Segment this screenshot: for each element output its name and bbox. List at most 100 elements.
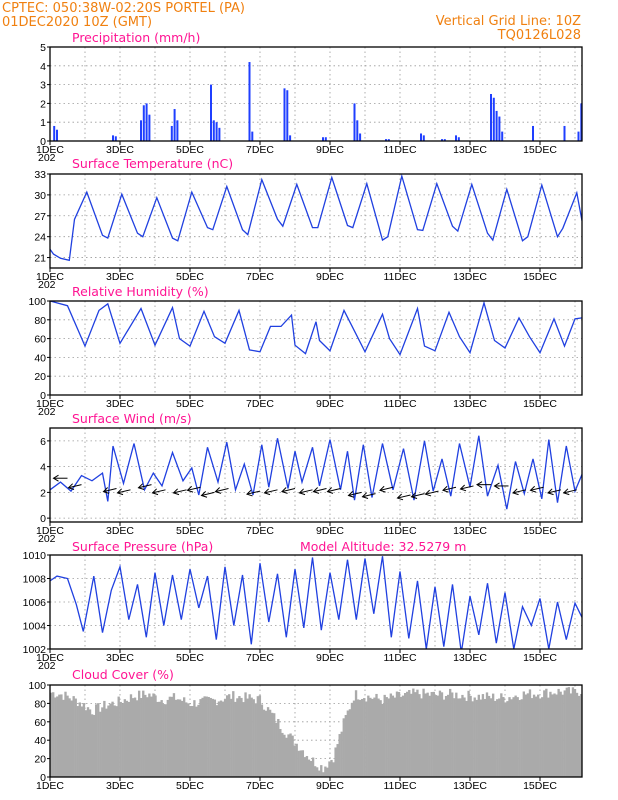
cloud-bar (549, 691, 552, 777)
cloud-bar (135, 700, 139, 777)
wind-arrow (512, 488, 527, 496)
cloud-bar (162, 704, 165, 777)
cloud-bar (467, 690, 470, 777)
x-tick-label: 9DEC (316, 144, 344, 156)
cloud-bar (518, 700, 521, 777)
cloud-bar (369, 697, 372, 777)
cloud-bar (252, 699, 255, 777)
cloud-bar (178, 699, 182, 777)
cloud-bar (424, 693, 427, 777)
cloud-bar (318, 770, 321, 777)
cloud-bar (125, 700, 129, 777)
precip-bar (114, 136, 117, 141)
wind-arrow (347, 491, 362, 498)
y-tick-label: 100 (28, 680, 46, 692)
cloud-bar (346, 710, 350, 777)
clipped-year-label: 202 (38, 406, 56, 418)
cloud-bar (103, 700, 106, 777)
precip-bar (142, 105, 145, 141)
y-tick-label: 0 (40, 772, 46, 784)
x-tick-label: 1DEC (36, 271, 64, 283)
cloud-bar (569, 693, 573, 777)
precip-bar (289, 135, 292, 141)
cloud-bar (209, 697, 212, 777)
cloud-bar (436, 695, 440, 777)
cloud-bar (54, 697, 57, 777)
wind-arrow-shaft (187, 486, 201, 491)
x-tick-label: 11DEC (383, 525, 416, 537)
panel-title: Surface Pressure (hPa) (72, 539, 213, 554)
wind-arrow-shaft (362, 493, 376, 498)
cloud-bar (541, 697, 544, 777)
wind-arrow-shaft (397, 494, 411, 499)
cloud-bar (97, 703, 100, 777)
x-tick-label: 5DEC (176, 780, 204, 792)
cloud-bar (469, 695, 472, 777)
cloud-bar (68, 698, 71, 777)
cloud-bar (479, 699, 483, 777)
wind-arrow-head (529, 485, 537, 493)
cloud-bar (146, 697, 149, 777)
cloud-bar (140, 697, 143, 777)
x-tick-label: 11DEC (383, 780, 416, 792)
wind-arrow (410, 492, 425, 500)
wind-arrow (493, 482, 509, 490)
model-code: TQ0126L028 (497, 28, 581, 43)
wind-arrow-head (512, 488, 519, 496)
cloud-bar (320, 765, 323, 777)
cloud-bar (193, 700, 196, 777)
cloud-bar (213, 699, 217, 777)
clipped-year-label: 202 (38, 152, 56, 164)
cloud-bar (410, 693, 413, 777)
cloud-bar (189, 705, 192, 777)
precip-bar (490, 94, 492, 141)
wind-arrow-head (379, 485, 386, 493)
cloud-bar (168, 696, 172, 777)
cloud-bar (567, 687, 571, 777)
x-tick-label: 3DEC (106, 525, 134, 537)
x-tick-label: 13DEC (453, 525, 487, 537)
wind-arrow (547, 488, 562, 496)
cloud-bar (264, 710, 268, 777)
wind-arrow (529, 485, 544, 493)
cloud-bar (446, 694, 450, 777)
wind-arrow-shaft (425, 490, 439, 495)
y-tick-label: 3 (40, 80, 46, 92)
cloud-bar (115, 706, 118, 777)
x-tick-label: 1DEC (36, 144, 64, 156)
x-tick-label: 5DEC (176, 144, 204, 156)
y-tick-label: 1010 (23, 550, 47, 562)
cloud-bar (387, 698, 390, 777)
cloud-bar (352, 700, 356, 777)
cloud-bar (150, 696, 153, 777)
x-tick-label: 7DEC (246, 780, 274, 792)
wind-arrow-shaft (379, 486, 394, 491)
wind-arrow-shaft (563, 489, 577, 494)
cloud-bar (56, 696, 59, 777)
wind-arrow (298, 488, 313, 496)
cloud-bar (577, 695, 581, 777)
cloud-bar (246, 698, 249, 777)
cloud-bar (174, 699, 178, 777)
y-tick-label: 0 (40, 390, 46, 402)
cloud-bar (133, 697, 137, 777)
wind-arrow-head (102, 487, 110, 494)
cloud-bar (428, 695, 431, 777)
cloud-bar (403, 693, 407, 777)
cloud-bar (510, 699, 513, 777)
cloud-bar (172, 693, 176, 777)
wind-arrow-head (214, 487, 222, 494)
wind-arrow-shaft (117, 489, 131, 494)
wind-arrow (67, 483, 82, 490)
wind-arrow-shaft (313, 488, 327, 493)
cloud-bar (367, 695, 370, 777)
cloud-bar (80, 706, 84, 777)
cloud-bar (201, 697, 204, 777)
wind-arrow (459, 484, 474, 492)
wind-arrow-shaft (411, 493, 425, 498)
wind-arrow (116, 488, 131, 496)
cloud-bar (328, 761, 331, 777)
wind-arrow-head (200, 491, 208, 498)
y-tick-label: 4 (40, 462, 46, 474)
wind-arrow-shaft (460, 485, 474, 490)
